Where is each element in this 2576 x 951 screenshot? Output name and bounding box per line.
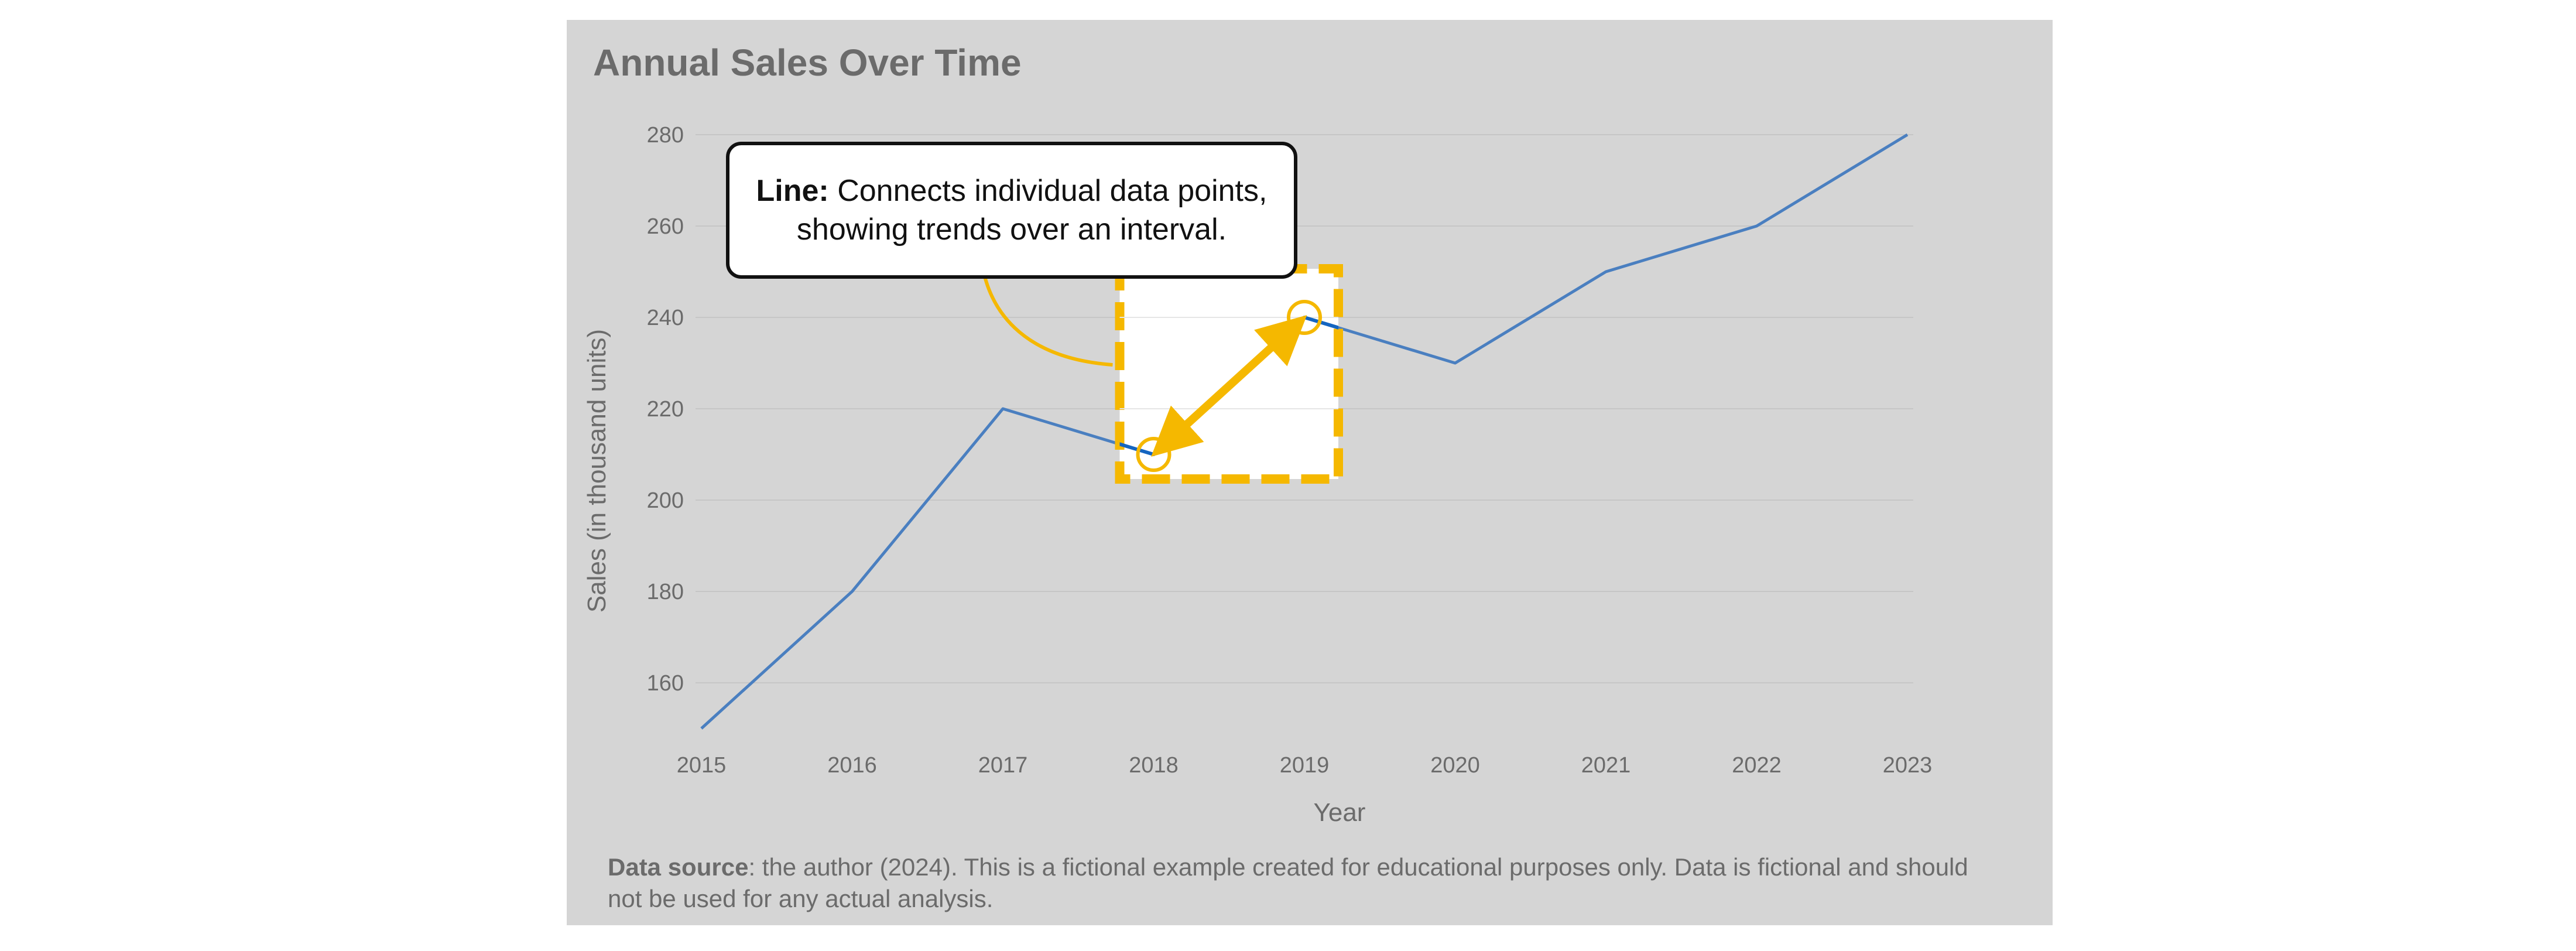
x-tick-label: 2018 bbox=[1129, 753, 1179, 778]
y-tick-label: 240 bbox=[647, 306, 684, 330]
x-tick-label: 2016 bbox=[827, 753, 877, 778]
y-tick-label: 200 bbox=[647, 488, 684, 513]
y-axis-label: Sales (in thousand units) bbox=[583, 329, 611, 613]
x-tick-label: 2015 bbox=[677, 753, 727, 778]
line-callout: Line: Connects individual data points, s… bbox=[726, 142, 1297, 279]
data-source-text: : the author (2024). This is a fictional… bbox=[608, 853, 1968, 912]
x-axis-label: Year bbox=[1314, 798, 1366, 827]
y-tick-label: 260 bbox=[647, 214, 684, 239]
segment-double-arrow bbox=[1151, 314, 1307, 457]
x-tick-label: 2022 bbox=[1732, 753, 1782, 778]
chart-title: Annual Sales Over Time bbox=[593, 42, 1022, 84]
y-tick-label: 180 bbox=[647, 580, 684, 604]
callout-description: Connects individual data points, showing… bbox=[796, 174, 1268, 247]
data-source-note: Data source: the author (2024). This is … bbox=[608, 851, 1972, 915]
chart-panel: Annual Sales Over Time 160 180 200 220 240 26… bbox=[567, 20, 2053, 925]
data-source-label: Data source bbox=[608, 853, 749, 881]
line-chart: 160 180 200 220 240 260 280 2015 2016 2017 2018 201… bbox=[583, 123, 1933, 827]
x-tick-label: 2017 bbox=[978, 753, 1028, 778]
x-tick-label: 2021 bbox=[1581, 753, 1631, 778]
x-tick-label: 2023 bbox=[1883, 753, 1933, 778]
y-tick-label: 280 bbox=[647, 123, 684, 148]
y-tick-label: 220 bbox=[647, 397, 684, 422]
x-tick-label: 2020 bbox=[1430, 753, 1480, 778]
callout-pointer-arrow bbox=[972, 250, 1113, 367]
callout-label: Line: bbox=[756, 174, 829, 208]
x-tick-label: 2019 bbox=[1280, 753, 1330, 778]
callout-text: Line: Connects individual data points, s… bbox=[729, 172, 1294, 249]
y-tick-label: 160 bbox=[647, 671, 684, 696]
